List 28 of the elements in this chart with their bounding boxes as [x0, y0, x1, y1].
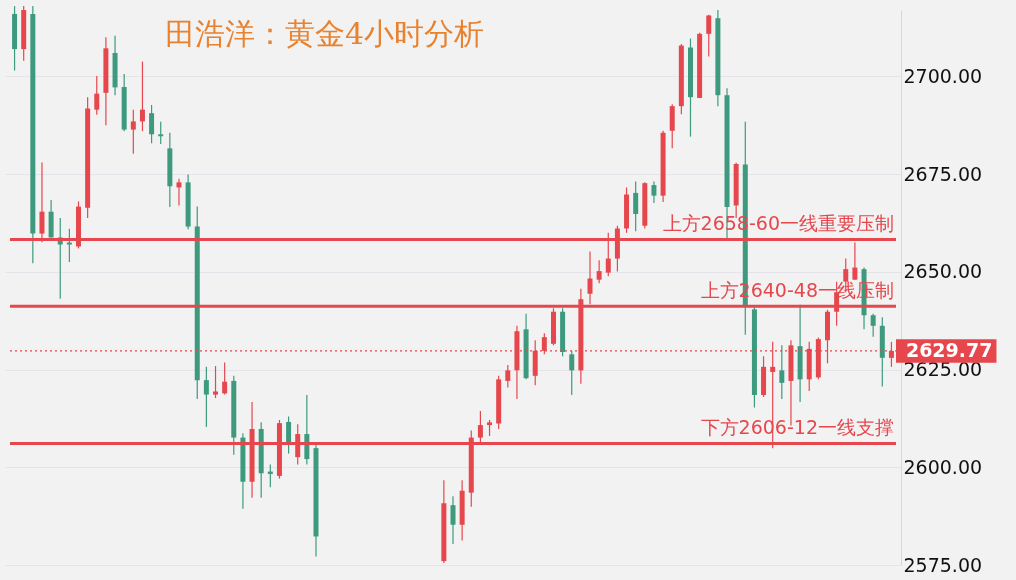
candlestick	[870, 313, 876, 338]
candlestick	[505, 364, 511, 389]
candlestick	[706, 14, 712, 58]
candlestick	[222, 361, 228, 396]
candlestick	[158, 121, 164, 145]
chart-title: 田浩洋：黄金4小时分析	[165, 16, 485, 52]
candlestick	[66, 228, 72, 263]
candlestick	[569, 350, 575, 396]
candlestick	[213, 365, 219, 399]
candlestick	[450, 495, 456, 545]
candlestick	[149, 104, 155, 144]
candlestick	[94, 75, 100, 116]
candlestick	[130, 109, 136, 155]
candlestick	[203, 366, 209, 428]
y-tick-label: 2700.00	[903, 64, 983, 87]
candlestick	[633, 180, 639, 232]
y-tick-label: 2650.00	[903, 260, 983, 283]
y-tick-label: 2675.00	[903, 162, 983, 185]
candlestick	[651, 180, 657, 204]
candlestick	[779, 344, 785, 400]
y-tick-label: 2625.00	[903, 358, 983, 381]
candlestick	[596, 259, 602, 284]
y-tick-label: 2575.00	[903, 553, 983, 576]
y-tick-label: 2600.00	[903, 455, 983, 478]
candlestick	[139, 60, 145, 132]
ref-line-label: 2629.77	[905, 338, 993, 361]
candlestick	[852, 241, 858, 281]
candlestick	[176, 178, 182, 207]
